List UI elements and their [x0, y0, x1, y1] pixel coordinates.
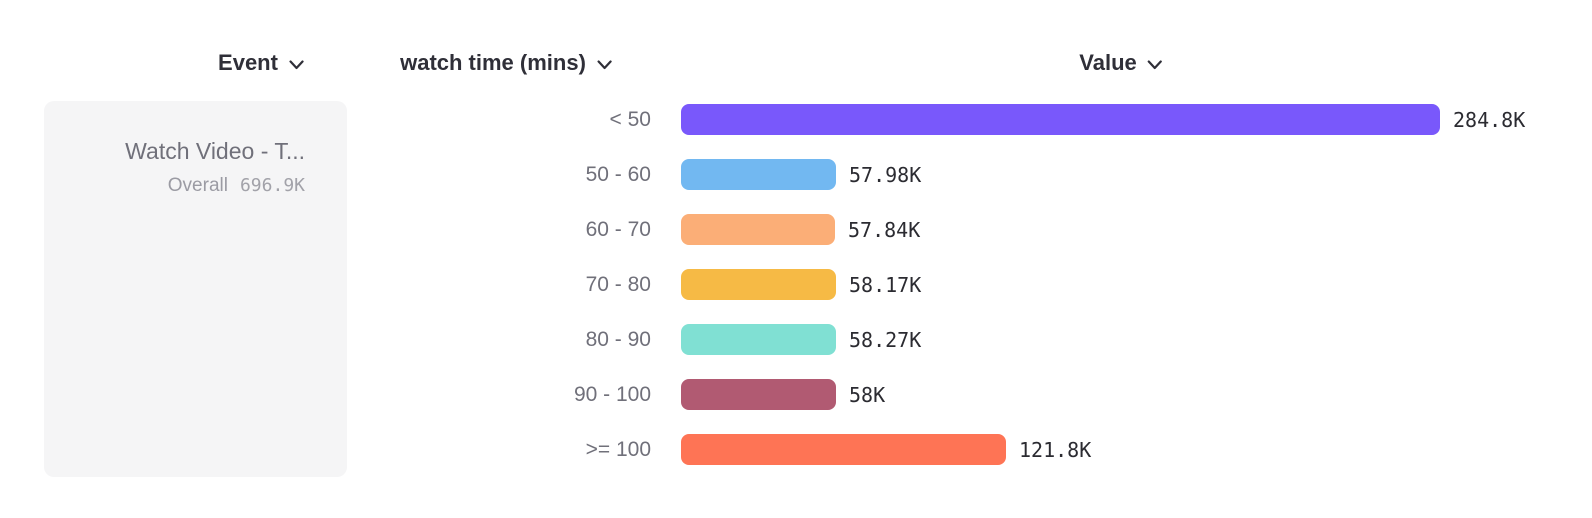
value-label: 58K [849, 382, 886, 407]
category-label: 70 - 80 [585, 272, 651, 296]
event-name: Watch Video - T... [125, 138, 305, 164]
value-label: 57.84K [848, 217, 921, 242]
value-label: 284.8K [1453, 107, 1526, 132]
chart-row: 50 - 60 57.98K [0, 147, 1592, 202]
chart-row: < 50 284.8K [0, 92, 1592, 147]
bar[interactable] [681, 379, 836, 410]
column-header-label: Value [1079, 50, 1137, 75]
category-label: 90 - 100 [573, 382, 651, 406]
chart-row: >= 100 121.8K [0, 422, 1592, 477]
bar[interactable] [681, 269, 836, 300]
event-overall-row: Overall 696.9K [64, 175, 305, 197]
bar-chart: < 50 284.8K 50 - 60 57.98K 60 - 70 57.84… [0, 92, 1592, 477]
category-label: < 50 [609, 107, 651, 131]
chart-row: 80 - 90 58.27K [0, 312, 1592, 367]
bar[interactable] [681, 324, 836, 355]
chevron-down-icon [1148, 59, 1163, 69]
column-header-label: watch time (mins) [400, 50, 586, 75]
chart-row: 60 - 70 57.84K [0, 202, 1592, 257]
value-label: 57.98K [849, 162, 922, 187]
column-header-event[interactable]: Event [218, 50, 304, 76]
column-header-label: Event [218, 50, 278, 75]
category-label: 50 - 60 [585, 162, 651, 186]
category-label: 60 - 70 [585, 217, 651, 241]
overall-label: Overall [167, 174, 228, 196]
event-card[interactable]: Watch Video - T... Overall 696.9K [44, 101, 347, 477]
bar[interactable] [681, 159, 836, 190]
category-label: 80 - 90 [585, 327, 651, 351]
chevron-down-icon [597, 59, 612, 69]
column-header-watch-time[interactable]: watch time (mins) [400, 50, 612, 76]
overall-value: 696.9K [239, 174, 305, 196]
chevron-down-icon [289, 59, 304, 69]
column-header-value[interactable]: Value [1079, 50, 1163, 76]
value-label: 121.8K [1019, 437, 1092, 462]
bar[interactable] [681, 214, 835, 245]
chart-row: 70 - 80 58.17K [0, 257, 1592, 312]
category-label: >= 100 [585, 437, 651, 461]
value-label: 58.27K [849, 327, 922, 352]
chart-row: 90 - 100 58K [0, 367, 1592, 422]
bar[interactable] [681, 104, 1440, 135]
bar[interactable] [681, 434, 1006, 465]
value-label: 58.17K [849, 272, 922, 297]
